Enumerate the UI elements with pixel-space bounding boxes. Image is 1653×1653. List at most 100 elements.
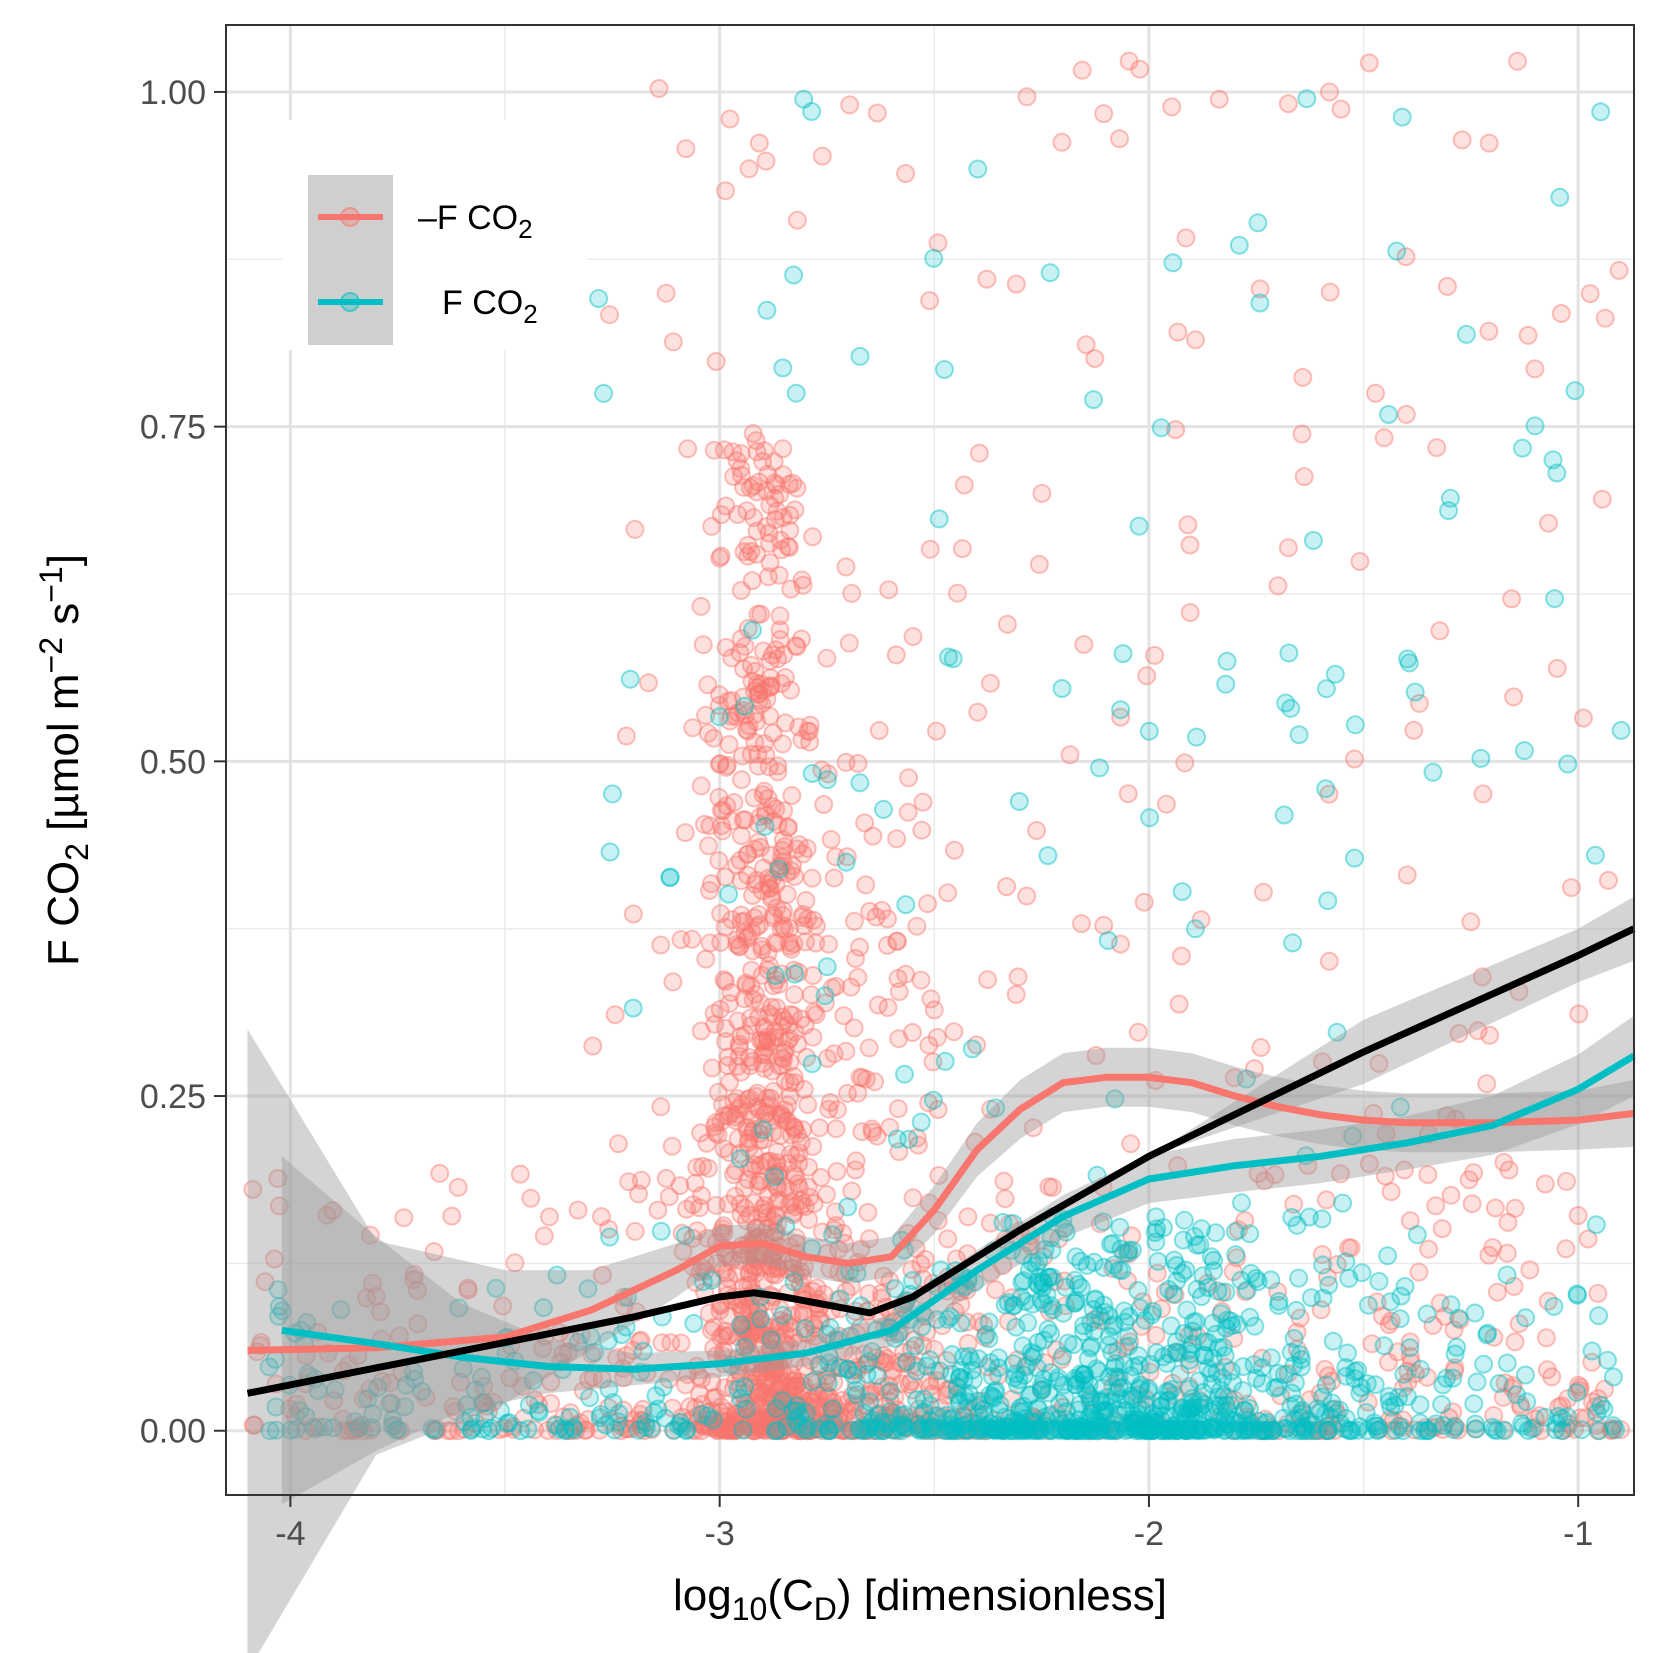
point-neg <box>772 540 792 560</box>
point-neg <box>768 762 788 782</box>
point-neg <box>916 1419 936 1439</box>
point-neg <box>671 1333 691 1353</box>
point-neg <box>740 1205 760 1225</box>
point-neg <box>936 1385 956 1405</box>
point-neg <box>702 516 722 536</box>
point-neg <box>856 1421 876 1441</box>
point-neg <box>774 901 793 921</box>
point-pos <box>751 1309 771 1329</box>
point-neg <box>773 734 792 754</box>
point-pos <box>1172 882 1192 902</box>
point-neg <box>1320 82 1339 102</box>
point-neg <box>922 1384 942 1404</box>
point-neg <box>767 1418 787 1438</box>
point-neg <box>745 681 765 701</box>
point-neg <box>677 1199 696 1219</box>
point-neg <box>825 1202 845 1222</box>
point-neg <box>830 1405 849 1425</box>
point-neg <box>915 1250 935 1269</box>
point-neg <box>771 530 790 550</box>
point-neg <box>1505 1198 1525 1218</box>
point-neg <box>753 1117 773 1137</box>
point-neg <box>521 1188 541 1208</box>
point-neg <box>738 546 758 566</box>
point-neg <box>723 442 743 462</box>
point-neg <box>1119 51 1139 71</box>
point-neg <box>743 1052 762 1071</box>
point-neg <box>903 1188 923 1208</box>
point-neg <box>777 1387 797 1407</box>
point-neg <box>785 1371 805 1391</box>
point-pos <box>1418 1421 1438 1441</box>
point-neg <box>695 814 714 834</box>
point-neg <box>771 919 791 939</box>
point-pos <box>590 1408 610 1428</box>
point-neg <box>920 1377 940 1397</box>
point-neg <box>879 1383 899 1403</box>
point-neg <box>887 829 907 849</box>
point-neg <box>913 1404 933 1424</box>
point-neg <box>505 1253 525 1273</box>
point-neg <box>747 521 767 541</box>
point-pos <box>1591 102 1611 122</box>
point-neg <box>733 1318 753 1338</box>
point-neg <box>815 993 835 1013</box>
point-pos <box>866 1418 886 1437</box>
point-neg <box>724 1165 744 1185</box>
point-neg <box>768 1409 788 1429</box>
point-pos <box>923 1417 943 1437</box>
point-neg <box>782 1306 801 1326</box>
point-pos <box>1374 1336 1394 1356</box>
point-neg <box>700 1409 720 1429</box>
point-neg <box>792 570 812 590</box>
point-neg <box>919 1035 939 1055</box>
point-neg <box>754 1130 774 1150</box>
point-neg <box>1039 1177 1059 1197</box>
point-neg <box>758 960 778 980</box>
point-neg <box>1359 53 1379 73</box>
point-neg <box>711 1397 731 1417</box>
point-neg <box>753 858 773 878</box>
point-neg <box>1557 1171 1576 1191</box>
point-pos <box>1216 674 1236 694</box>
point-neg <box>784 960 804 980</box>
point-neg <box>767 1402 787 1422</box>
point-neg <box>783 1419 802 1438</box>
point-pos <box>703 1410 723 1430</box>
point-neg <box>933 1407 953 1427</box>
point-neg <box>814 795 834 814</box>
point-pos <box>1507 1385 1526 1405</box>
point-neg <box>738 619 758 638</box>
point-neg <box>1397 865 1417 885</box>
point-neg <box>727 1404 747 1424</box>
point-neg <box>731 459 751 478</box>
point-neg <box>734 989 754 1009</box>
point-neg <box>789 717 809 737</box>
point-neg <box>740 1264 759 1284</box>
point-neg <box>1023 1118 1043 1138</box>
point-neg <box>762 1327 782 1346</box>
point-pos <box>1303 531 1323 550</box>
point-neg <box>746 1086 766 1106</box>
point-pos <box>620 669 640 689</box>
point-pos <box>1512 1413 1532 1433</box>
point-pos <box>1316 779 1336 799</box>
point-neg <box>772 964 792 984</box>
point-neg <box>729 1099 749 1118</box>
point-neg <box>843 1421 863 1441</box>
point-pos <box>1369 1271 1389 1291</box>
point-neg <box>751 1362 771 1382</box>
point-neg <box>780 1029 800 1048</box>
point-neg <box>735 810 755 830</box>
point-neg <box>780 936 800 956</box>
point-neg <box>714 1223 734 1243</box>
point-neg <box>790 1415 810 1435</box>
point-neg <box>732 912 751 932</box>
point-neg <box>1110 129 1129 149</box>
point-neg <box>940 1379 960 1399</box>
point-neg <box>742 922 762 942</box>
point-neg <box>848 1083 868 1103</box>
point-neg <box>876 1407 896 1426</box>
point-neg <box>1452 130 1472 150</box>
point-neg <box>1539 513 1558 533</box>
